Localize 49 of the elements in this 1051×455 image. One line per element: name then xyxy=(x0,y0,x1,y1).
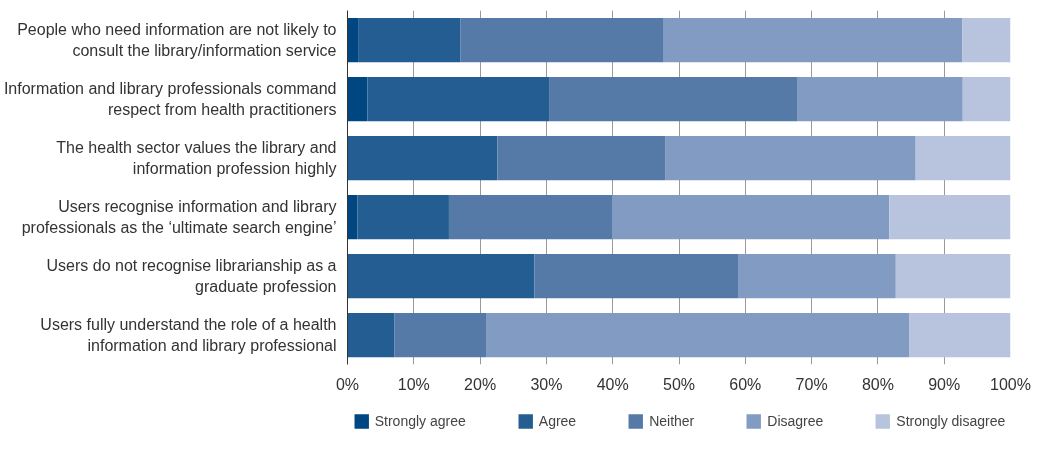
x-tick-label: 40% xyxy=(596,375,629,393)
bar xyxy=(347,253,535,299)
bar xyxy=(889,194,1011,240)
bar xyxy=(962,76,1011,122)
bar xyxy=(962,17,1011,63)
bar xyxy=(797,76,963,122)
bar xyxy=(497,135,666,181)
x-tick-label: 80% xyxy=(861,375,894,393)
bar xyxy=(347,135,498,181)
bar xyxy=(358,17,461,63)
x-tick-label: 0% xyxy=(335,375,360,393)
legend-label: Strongly disagree xyxy=(896,413,1006,429)
y-tick-label: Users recognise information and library professionals as the ‘ultimate search engine’ xyxy=(21,198,337,236)
x-tick-label: 90% xyxy=(928,375,961,393)
x-tick-label: 50% xyxy=(662,375,696,393)
legend-label: Disagree xyxy=(767,413,824,429)
y-tick-label: Users fully understand the role of a health information and library professional xyxy=(40,316,337,354)
legend-label: Agree xyxy=(538,413,577,429)
bar xyxy=(347,17,359,63)
bar xyxy=(909,312,1011,358)
bar xyxy=(347,312,395,358)
bar xyxy=(534,253,739,299)
y-tick-label: Users do not recognise librarianship as a graduate profession xyxy=(46,257,337,295)
bar xyxy=(460,17,664,63)
y-tick-label: People who need information are not likely to consult the library/information service xyxy=(17,21,337,59)
x-tick-label: 10% xyxy=(397,375,430,393)
bar xyxy=(665,135,916,181)
bar xyxy=(347,194,358,240)
x-tick-label: 30% xyxy=(530,375,563,393)
bar xyxy=(612,194,890,240)
bar xyxy=(915,135,1011,181)
y-tick-label: The health sector values the library and information profession highly xyxy=(56,139,337,177)
bar xyxy=(448,194,613,240)
bar xyxy=(895,253,1011,299)
bar xyxy=(367,76,550,122)
bar xyxy=(394,312,487,358)
bar xyxy=(549,76,798,122)
x-tick-label: 20% xyxy=(464,375,497,393)
bar xyxy=(357,194,449,240)
bar xyxy=(663,17,963,63)
y-tick-label: Information and library professionals command respect from health practitioners xyxy=(3,80,337,118)
legend-label: Neither xyxy=(649,413,695,429)
x-tick-label: 100% xyxy=(990,375,1031,393)
x-tick-label: 60% xyxy=(729,375,762,393)
bar xyxy=(347,76,368,122)
bar xyxy=(738,253,896,299)
x-tick-label: 70% xyxy=(795,375,828,393)
bar xyxy=(486,312,910,358)
legend-label: Strongly agree xyxy=(374,413,466,429)
